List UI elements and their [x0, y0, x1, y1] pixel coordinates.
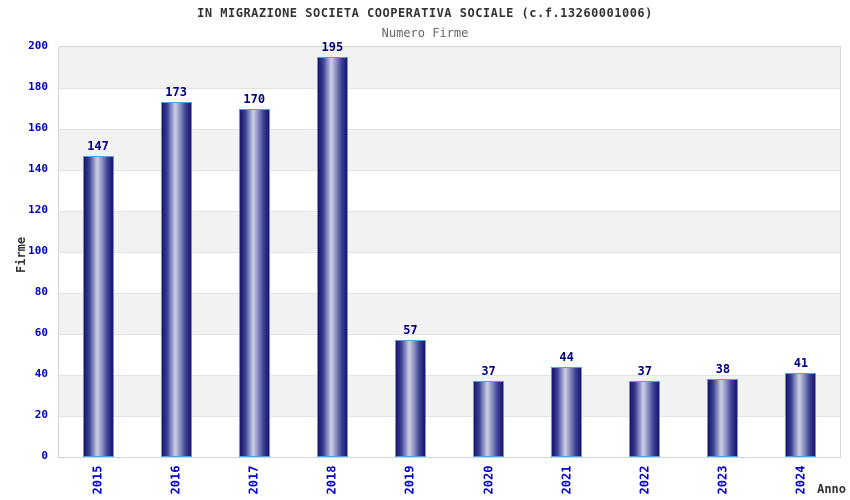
grid-line: [59, 129, 840, 130]
bar: [317, 57, 348, 457]
grid-line: [59, 334, 840, 335]
y-tick-label: 100: [28, 244, 48, 257]
x-tick-label: 2020: [468, 460, 508, 500]
x-tick-text: 2020: [481, 465, 495, 495]
grid-line: [59, 211, 840, 212]
y-tick-label: 160: [28, 121, 48, 134]
plot-area: 147 173 170 195 57 37 44 37 38 41: [58, 40, 841, 458]
grid-line: [59, 88, 840, 89]
x-axis-title: Anno: [817, 482, 846, 496]
grid-line: [59, 375, 840, 376]
bar-value-label: 38: [715, 362, 731, 376]
x-tick-text: 2024: [793, 465, 807, 495]
y-tick-label: 0: [41, 449, 48, 462]
bar-value-label: 173: [165, 85, 187, 99]
x-tick-label: 2017: [233, 460, 273, 500]
bar: [473, 381, 504, 457]
y-tick-label: 180: [28, 80, 48, 93]
bar-value-label: 195: [321, 40, 344, 54]
x-tick-text: 2017: [246, 465, 260, 495]
x-tick-text: 2023: [715, 465, 729, 495]
x-tick-text: 2019: [402, 465, 416, 495]
x-tick-label: 2016: [155, 460, 195, 500]
grid-band: [59, 47, 840, 88]
x-tick-label: 2021: [546, 460, 586, 500]
bar: [395, 340, 426, 457]
x-tick-text: 2015: [90, 465, 104, 495]
y-tick-label: 200: [28, 39, 48, 52]
x-tick-label: 2019: [389, 460, 429, 500]
bar-value-label: 57: [403, 323, 418, 337]
chart-title: IN MIGRAZIONE SOCIETA COOPERATIVA SOCIAL…: [197, 6, 653, 20]
bar: [83, 156, 114, 457]
bar: [239, 109, 270, 457]
y-tick-label: 20: [34, 408, 48, 421]
x-tick-text: 2021: [559, 465, 573, 495]
bar-value-label: 44: [559, 350, 574, 364]
bar-value-label: 170: [243, 92, 266, 106]
grid-line: [59, 252, 840, 253]
bar-value-label: 147: [87, 139, 109, 153]
bar: [551, 367, 582, 457]
chart-subtitle: Numero Firme: [381, 26, 469, 40]
x-tick-text: 2016: [168, 465, 182, 495]
y-tick-label: 60: [34, 326, 48, 339]
bar: [785, 373, 816, 457]
x-tick-label: 2023: [702, 460, 742, 500]
bar-value-label: 37: [637, 364, 652, 378]
bar-value-label: 37: [481, 364, 496, 378]
grid-line: [59, 293, 840, 294]
y-tick-label: 120: [28, 203, 48, 216]
x-tick-text: 2018: [324, 465, 338, 495]
grid-line: [59, 416, 840, 417]
y-tick-label: 40: [34, 367, 48, 380]
x-tick-label: 2018: [311, 460, 351, 500]
bar: [161, 102, 192, 457]
grid-line: [59, 170, 840, 171]
bar: [707, 379, 738, 457]
bar-value-label: 41: [793, 356, 809, 370]
y-tick-label: 80: [34, 285, 48, 298]
x-tick-label: 2022: [624, 460, 664, 500]
x-tick-label: 2015: [77, 460, 117, 500]
y-tick-label: 140: [28, 162, 48, 175]
bar: [629, 381, 660, 457]
x-tick-text: 2022: [637, 465, 651, 495]
x-tick-label: 2024: [780, 460, 820, 500]
